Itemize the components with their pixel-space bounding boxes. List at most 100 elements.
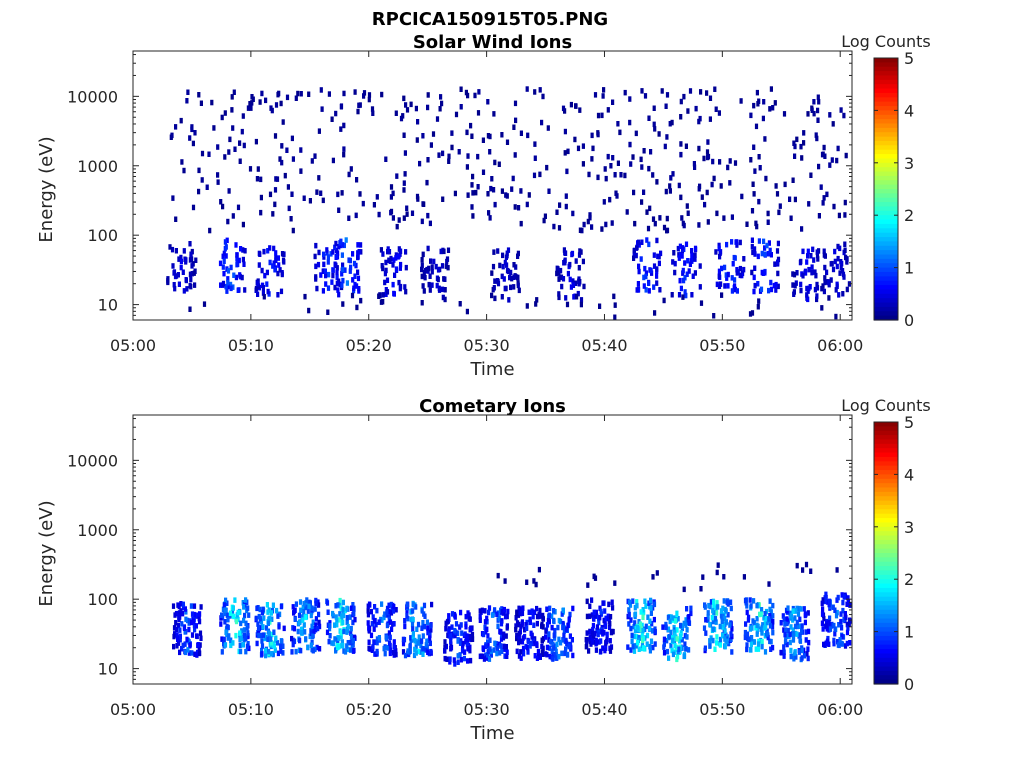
heatmap-cell: [686, 258, 690, 264]
heatmap-cell: [564, 250, 568, 256]
heatmap-cell: [749, 647, 753, 653]
heatmap-cell: [715, 634, 719, 640]
heatmap-cell: [247, 612, 251, 618]
heatmap-cell: [405, 205, 409, 211]
heatmap-cell: [382, 614, 386, 621]
heatmap-cell: [298, 599, 303, 605]
heatmap-cell: [636, 281, 640, 287]
heatmap-cell: [673, 260, 677, 267]
heatmap-cell: [764, 175, 768, 182]
heatmap-cell: [574, 103, 578, 109]
heatmap-cell: [503, 613, 508, 620]
heatmap-cell: [224, 253, 228, 259]
heatmap-cell: [816, 256, 820, 262]
heatmap-cell: [731, 261, 735, 267]
heatmap-cell: [430, 282, 434, 288]
heatmap-cell: [531, 613, 535, 620]
heatmap-cell: [486, 642, 490, 649]
heatmap-cell: [538, 171, 542, 178]
heatmap-cell: [846, 595, 850, 601]
heatmap-cell: [568, 633, 572, 639]
heatmap-cell: [459, 657, 463, 663]
heatmap-cell: [564, 646, 568, 652]
heatmap-cell: [416, 119, 420, 125]
heatmap-cell: [743, 629, 747, 636]
heatmap-cell: [713, 616, 718, 622]
colorbar-segment: [874, 601, 898, 606]
heatmap-cell: [802, 130, 806, 136]
heatmap-cell: [687, 268, 691, 274]
heatmap-cell: [681, 267, 685, 274]
heatmap-cell: [236, 204, 241, 211]
heatmap-cell: [403, 171, 407, 177]
heatmap-cell: [387, 616, 391, 622]
heatmap-cell: [644, 623, 648, 630]
heatmap-cell: [747, 614, 751, 621]
heatmap-cell: [557, 636, 561, 643]
heatmap-cell: [743, 634, 747, 641]
heatmap-cell: [768, 247, 772, 254]
heatmap-cell: [377, 293, 381, 299]
heatmap-cell: [613, 302, 617, 308]
heatmap-cell: [470, 204, 474, 210]
heatmap-cell: [562, 628, 566, 634]
heatmap-cell: [240, 128, 244, 135]
heatmap-cell: [639, 609, 643, 615]
heatmap-cell: [562, 625, 567, 631]
heatmap-cell: [767, 616, 771, 622]
heatmap-cell: [711, 618, 715, 625]
heatmap-cell: [552, 645, 556, 651]
heatmap-cell: [697, 118, 701, 125]
heatmap-cell: [191, 140, 195, 147]
heatmap-cell: [711, 158, 715, 165]
heatmap-cell: [249, 105, 253, 111]
colorbar-segment: [874, 263, 898, 269]
heatmap-cell: [596, 131, 600, 138]
heatmap-cell: [806, 296, 810, 303]
heatmap-cell: [588, 603, 592, 609]
heatmap-cell: [836, 642, 840, 648]
heatmap-cell: [657, 260, 661, 267]
heatmap-cell: [177, 281, 181, 287]
heatmap-cell: [668, 618, 672, 625]
heatmap-cell: [681, 294, 685, 300]
heatmap-cell: [711, 607, 715, 614]
heatmap-cell: [435, 282, 439, 289]
heatmap-cell: [668, 183, 672, 189]
x-tick-label: 05:50: [699, 700, 745, 719]
heatmap-cell: [753, 246, 757, 252]
heatmap-cell: [591, 630, 595, 636]
heatmap-cell: [566, 270, 570, 277]
heatmap-cell: [234, 274, 238, 281]
heatmap-cell: [351, 637, 355, 644]
heatmap-cell: [827, 641, 831, 647]
heatmap-cell: [240, 274, 244, 281]
heatmap-cell: [568, 611, 572, 618]
heatmap-cell: [317, 602, 321, 608]
heatmap-cell: [340, 613, 344, 619]
heatmap-cell: [393, 272, 397, 278]
heatmap-cell: [341, 606, 345, 613]
heatmap-cell: [171, 195, 175, 201]
heatmap-cell: [595, 627, 599, 634]
heatmap-cell: [264, 652, 268, 659]
x-axis-label: Time: [469, 359, 514, 380]
heatmap-cell: [555, 265, 559, 272]
heatmap-cell: [429, 648, 433, 655]
heatmap-cell: [426, 157, 430, 163]
heatmap-cell: [331, 267, 335, 273]
heatmap-cell: [789, 624, 793, 630]
heatmap-cell: [313, 153, 317, 159]
heatmap-cell: [325, 600, 330, 606]
heatmap-cell: [702, 625, 707, 631]
heatmap-cell: [677, 292, 682, 298]
heatmap-cell: [327, 271, 331, 278]
heatmap-cell: [671, 637, 675, 644]
heatmap-cell: [844, 152, 848, 159]
heatmap-cell: [834, 313, 838, 320]
heatmap-cell: [662, 644, 666, 650]
heatmap-cell: [800, 226, 804, 232]
heatmap-cell: [195, 633, 199, 639]
heatmap-cell: [679, 98, 683, 105]
colorbar-segment: [874, 285, 898, 291]
